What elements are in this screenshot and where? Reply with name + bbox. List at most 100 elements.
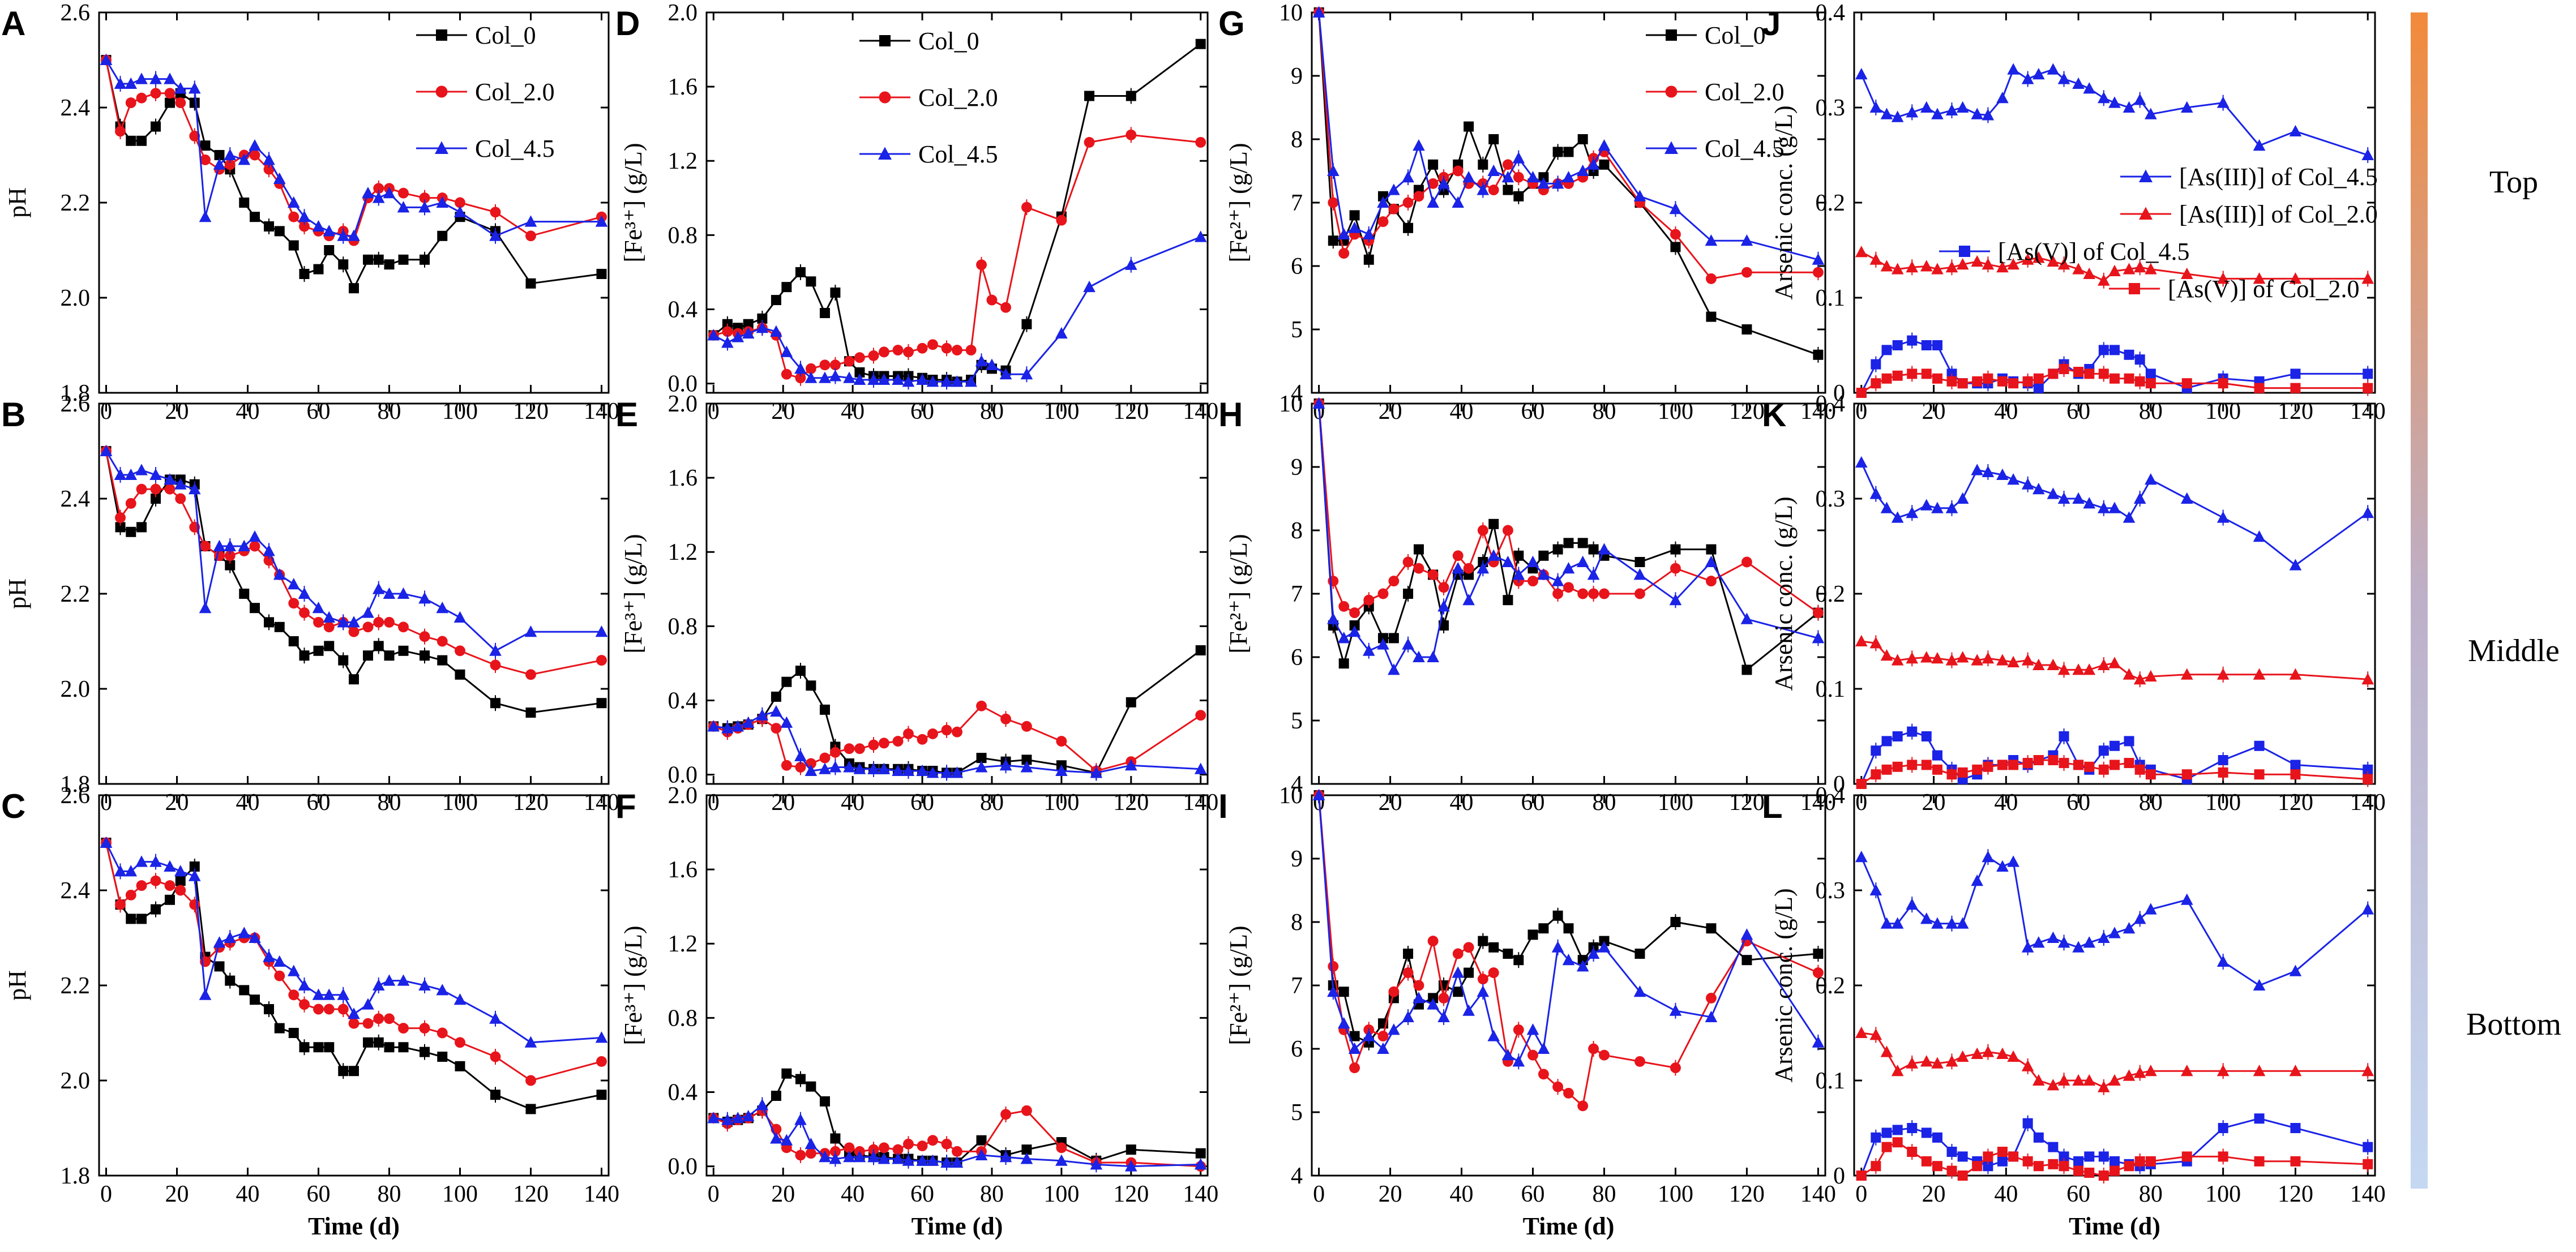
- data-point: [757, 313, 768, 324]
- data-point: [1427, 936, 1439, 947]
- data-point: [1906, 106, 1919, 118]
- data-point: [1669, 202, 1682, 215]
- data-point: [805, 363, 816, 374]
- data-point: [795, 762, 806, 773]
- data-point: [2133, 1066, 2146, 1078]
- data-point: [1931, 1057, 1944, 1069]
- data-point: [2254, 1113, 2265, 1124]
- data-point: [819, 752, 831, 764]
- data-point: [397, 201, 410, 213]
- y-tick-label: 10: [1279, 391, 1303, 417]
- data-point: [149, 468, 162, 480]
- data-point: [941, 724, 952, 736]
- data-point: [2048, 1159, 2059, 1169]
- data-point: [867, 373, 880, 385]
- data-point: [2109, 1165, 2120, 1176]
- data-point: [1020, 367, 1033, 380]
- data-point: [2145, 108, 2157, 119]
- data-point: [1932, 340, 1942, 350]
- data-point: [2072, 663, 2085, 675]
- data-point: [2361, 672, 2374, 685]
- data-point: [453, 611, 467, 623]
- data-point: [1705, 992, 1717, 1004]
- data-point: [1741, 955, 1752, 966]
- y-tick-label: 1.2: [668, 539, 698, 565]
- data-point: [2048, 755, 2059, 765]
- data-point: [1464, 967, 1474, 978]
- data-point: [1706, 923, 1717, 934]
- series-[As(V)] of Col_2.0: [1856, 755, 2373, 789]
- data-point: [1741, 664, 1752, 675]
- series-Col_4.5: [707, 1097, 1207, 1173]
- data-point: [164, 860, 176, 872]
- data-point: [1328, 235, 1338, 246]
- data-point: [1437, 1010, 1450, 1022]
- data-point: [1972, 376, 1983, 387]
- data-point: [1956, 651, 1969, 663]
- y-tick-label: 4: [1291, 380, 1303, 406]
- series-Col_0: [101, 838, 607, 1114]
- data-point: [398, 254, 409, 265]
- data-point: [164, 880, 176, 891]
- data-point: [1337, 632, 1350, 644]
- data-point: [1982, 850, 1995, 863]
- data-point: [2072, 1074, 2085, 1086]
- data-point: [299, 1042, 310, 1053]
- series-Col_4.5: [1312, 397, 1825, 675]
- panel-I: I 0 20 40 60 80 100 120 140 Time (d) 4 5 6 7 8 9 10 [Fe²⁺…: [1218, 783, 1836, 1240]
- data-point: [770, 1132, 782, 1144]
- data-point: [2290, 760, 2301, 770]
- data-point: [1892, 370, 1903, 381]
- data-point: [312, 601, 325, 614]
- data-point: [1021, 754, 1032, 765]
- data-point: [1997, 376, 2008, 387]
- data-point: [436, 601, 449, 614]
- data-point: [742, 1109, 755, 1122]
- data-point: [1982, 465, 1995, 477]
- legend-label: Col_2.0: [1705, 78, 1785, 106]
- data-point: [1194, 762, 1207, 774]
- data-point: [1741, 556, 1752, 568]
- data-point: [1000, 302, 1011, 313]
- y-tick-label: 7: [1291, 581, 1303, 607]
- data-point: [1921, 1156, 1932, 1167]
- data-point: [1337, 1017, 1350, 1029]
- data-point: [1956, 917, 1969, 929]
- panel-E: E0204060801001201400.00.40.81.21.62.0[Fe…: [615, 391, 1218, 816]
- data-point: [298, 587, 311, 599]
- data-point: [189, 899, 200, 910]
- data-point: [2363, 368, 2373, 379]
- series-Col_2.0: [101, 445, 607, 680]
- series-Col_0: [1313, 790, 1824, 1051]
- data-point: [819, 371, 831, 383]
- data-point: [1741, 324, 1752, 335]
- data-point: [1880, 649, 1893, 661]
- data-point: [795, 372, 806, 384]
- data-point: [213, 936, 226, 948]
- data-point: [2098, 1151, 2109, 1162]
- data-point: [781, 368, 792, 380]
- data-point: [1957, 1170, 1968, 1181]
- series-Col_4.5: [1312, 6, 1825, 268]
- data-point: [1598, 941, 1611, 953]
- panel-K: K02040608010012014000.10.20.30.4Arsenic …: [1762, 391, 2386, 816]
- data-point: [770, 325, 782, 337]
- data-point: [1326, 985, 1340, 997]
- data-point: [437, 1027, 448, 1039]
- data-point: [1513, 171, 1524, 183]
- data-point: [595, 215, 608, 227]
- data-point: [867, 1150, 880, 1163]
- legend-label: [As(V)] of Col_4.5: [1998, 238, 2190, 265]
- y-tick-label: 0.8: [668, 614, 698, 640]
- y-tick-label: 0.1: [1816, 676, 1846, 702]
- data-point: [2216, 955, 2230, 967]
- data-point: [722, 326, 733, 337]
- data-point: [805, 371, 818, 383]
- panel-letter: A: [1, 5, 25, 42]
- data-point: [1670, 544, 1681, 555]
- data-point: [149, 72, 162, 84]
- data-point: [188, 82, 201, 94]
- data-point: [437, 230, 448, 241]
- y-tick-label: 10: [1279, 783, 1303, 809]
- data-point: [1452, 196, 1465, 208]
